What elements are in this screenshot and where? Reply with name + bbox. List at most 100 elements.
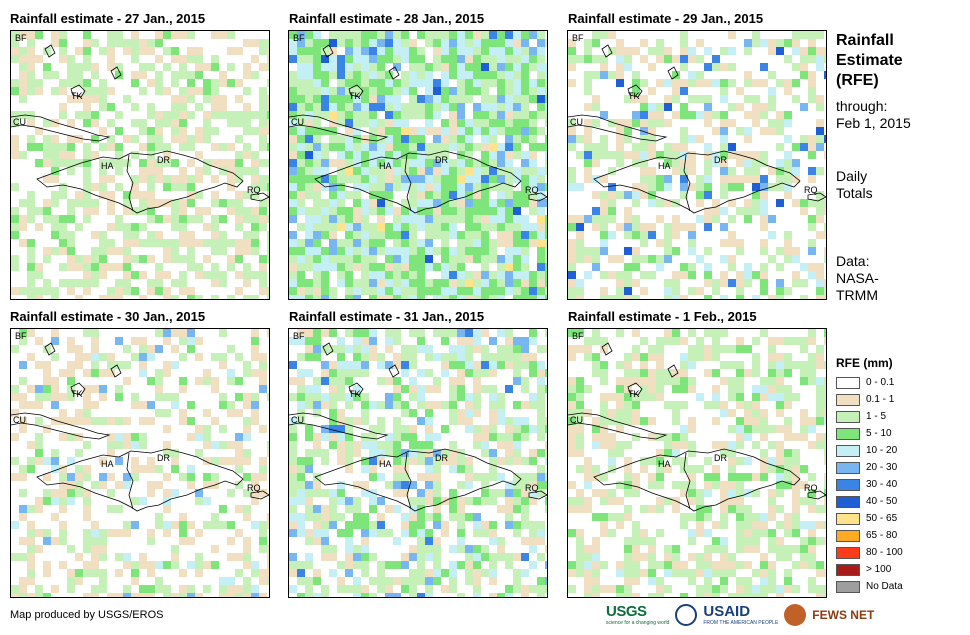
legend-label: 80 - 100 [866, 547, 903, 558]
legend-label: > 100 [866, 564, 892, 575]
map-panel-jan28: BF TK CU HA DR RQ [288, 30, 548, 300]
legend-item: 40 - 50 [836, 493, 903, 510]
panel-title-jan27: Rainfall estimate - 27 Jan., 2015 [10, 11, 206, 26]
legend-items: 0 - 0.1 0.1 - 1 1 - 5 5 - 10 10 - 20 20 - 30 3… [836, 374, 903, 595]
coastline [250, 192, 269, 202]
coastline [807, 192, 826, 202]
legend-label: 50 - 65 [866, 513, 898, 524]
legend-item: 0.1 - 1 [836, 391, 903, 408]
map-label-cu: CU [291, 117, 304, 127]
fews-net-icon [784, 603, 807, 626]
legend-swatch [836, 546, 860, 559]
data-source-line1: NASA- [836, 270, 879, 286]
data-source: Data: NASA- TRMM [836, 253, 879, 304]
legend-label: 30 - 40 [866, 479, 898, 490]
coastline [44, 44, 122, 98]
legend-item: 65 - 80 [836, 527, 903, 544]
coastline [314, 448, 522, 512]
map-label-rq: RQ [804, 483, 818, 493]
legend-item: 5 - 10 [836, 425, 903, 442]
legend-label: 1 - 5 [866, 411, 887, 422]
map-label-bf: BF [572, 33, 584, 43]
coastline [593, 448, 801, 512]
legend-item: > 100 [836, 561, 903, 578]
panel-title-jan30: Rainfall estimate - 30 Jan., 2015 [10, 309, 206, 324]
daily-label: Daily [836, 168, 868, 184]
legend-item: No Data [836, 578, 903, 595]
legend-label: 20 - 30 [866, 462, 898, 473]
coastline [322, 342, 400, 396]
map-label-rq: RQ [525, 185, 539, 195]
coastline [289, 412, 389, 440]
fews-net-logo: FEWS NET [812, 607, 875, 622]
rainfall-map: BF TK CU HA DR RQ [568, 329, 826, 597]
map-label-rq: RQ [247, 483, 261, 493]
map-panel-feb1: BF TK CU HA DR RQ [567, 328, 827, 598]
legend-label: 10 - 20 [866, 445, 898, 456]
legend-swatch [836, 580, 860, 593]
map-label-ha: HA [658, 161, 671, 171]
side-title-line1: Rainfall [836, 32, 894, 49]
map-panel-jan27: BF TK CU HA DR RQ [10, 30, 270, 300]
coastline [44, 342, 122, 396]
side-title-line3: (RFE) [836, 72, 879, 89]
coastline [404, 154, 412, 212]
panel-title-jan28: Rainfall estimate - 28 Jan., 2015 [289, 11, 485, 26]
map-panel-jan31: BF TK CU HA DR RQ [288, 328, 548, 598]
rainfall-map: BF TK CU HA DR RQ [11, 329, 269, 597]
map-label-cu: CU [291, 415, 304, 425]
map-label-ha: HA [101, 459, 114, 469]
map-label-tk: TK [349, 389, 361, 399]
coastline [11, 114, 111, 142]
credit-text: Map produced by USGS/EROS [10, 609, 164, 621]
coastline [322, 44, 400, 98]
daily-totals: Daily Totals [836, 168, 873, 202]
map-label-tk: TK [628, 389, 640, 399]
coastline [36, 448, 244, 512]
map-label-cu: CU [13, 117, 26, 127]
side-title-line2: Estimate [836, 52, 903, 69]
coastline [601, 342, 679, 396]
legend-label: 0.1 - 1 [866, 394, 895, 405]
usgs-tagline: science for a changing world [606, 620, 670, 626]
logos: USGS science for a changing world USAID … [606, 603, 874, 626]
map-label-bf: BF [572, 331, 584, 341]
data-label: Data: [836, 253, 870, 269]
legend-label: 40 - 50 [866, 496, 898, 507]
panel-title-feb1: Rainfall estimate - 1 Feb., 2015 [568, 309, 757, 324]
data-source-line2: TRMM [836, 287, 878, 303]
legend-swatch [836, 529, 860, 542]
coastline [683, 154, 691, 212]
map-label-bf: BF [15, 331, 27, 341]
map-panel-jan29: BF TK CU HA DR RQ [567, 30, 827, 300]
coastline [36, 150, 244, 214]
legend-swatch [836, 376, 860, 389]
legend-swatch [836, 563, 860, 576]
rainfall-map: BF TK CU HA DR RQ [568, 31, 826, 299]
side-title: Rainfall Estimate (RFE) [836, 31, 903, 91]
map-label-tk: TK [628, 91, 640, 101]
legend-label: 0 - 0.1 [866, 377, 895, 388]
legend-swatch [836, 393, 860, 406]
legend-label: 5 - 10 [866, 428, 892, 439]
coastline [289, 114, 389, 142]
legend-item: 30 - 40 [836, 476, 903, 493]
map-label-dr: DR [157, 453, 170, 463]
coastline [568, 412, 668, 440]
rainfall-map: BF TK CU HA DR RQ [11, 31, 269, 299]
usgs-logo: USGS science for a changing world [606, 603, 669, 626]
coastline [404, 452, 412, 510]
map-label-tk: TK [349, 91, 361, 101]
usaid-logo-text: USAID [703, 603, 751, 620]
legend-swatch [836, 410, 860, 423]
legend-swatch [836, 478, 860, 491]
map-label-dr: DR [157, 155, 170, 165]
panel-title-jan31: Rainfall estimate - 31 Jan., 2015 [289, 309, 485, 324]
coastline [126, 154, 134, 212]
legend-item: 10 - 20 [836, 442, 903, 459]
legend-label: No Data [866, 581, 903, 592]
rainfall-map: BF TK CU HA DR RQ [289, 31, 547, 299]
map-label-dr: DR [714, 155, 727, 165]
legend-label: 65 - 80 [866, 530, 898, 541]
map-panel-jan30: BF TK CU HA DR RQ [10, 328, 270, 598]
